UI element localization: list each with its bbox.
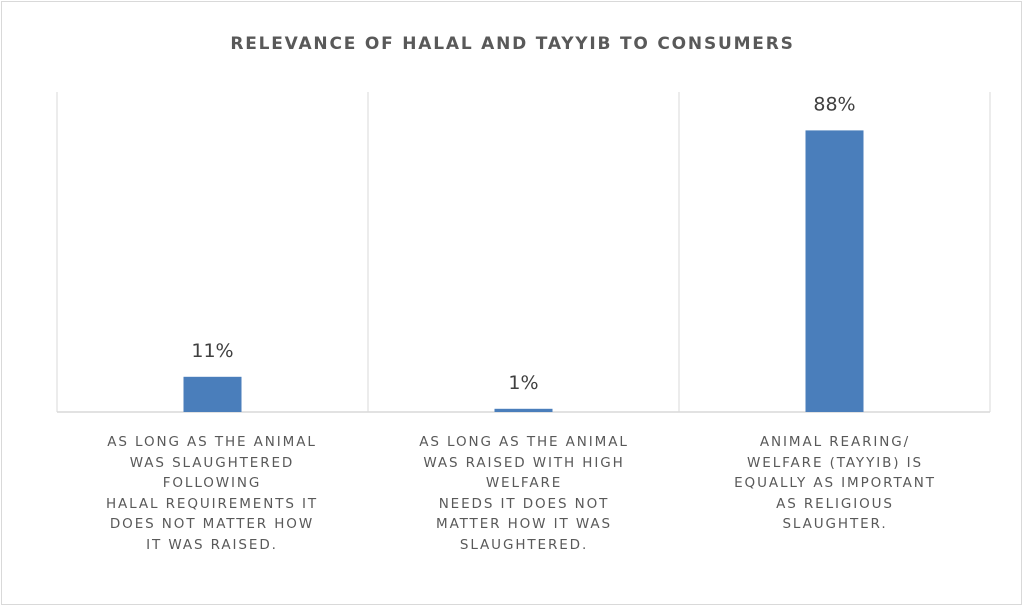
- bar-3: [805, 130, 864, 412]
- bar-2: [494, 408, 553, 412]
- data-label-2: 1%: [508, 372, 538, 394]
- data-label-3: 88%: [813, 93, 855, 115]
- data-label-1: 11%: [191, 340, 233, 362]
- category-label-2: AS LONG AS THE ANIMAL WAS RAISED WITH HI…: [419, 434, 629, 553]
- bar-1: [183, 376, 242, 412]
- chart-title: RELEVANCE OF HALAL AND TAYYIB TO CONSUME…: [230, 34, 795, 54]
- category-label-3: ANIMAL REARING/ WELFARE (TAYYIB) IS EQUA…: [734, 434, 936, 532]
- category-label-1: AS LONG AS THE ANIMAL WAS SLAUGHTERED FO…: [105, 434, 319, 553]
